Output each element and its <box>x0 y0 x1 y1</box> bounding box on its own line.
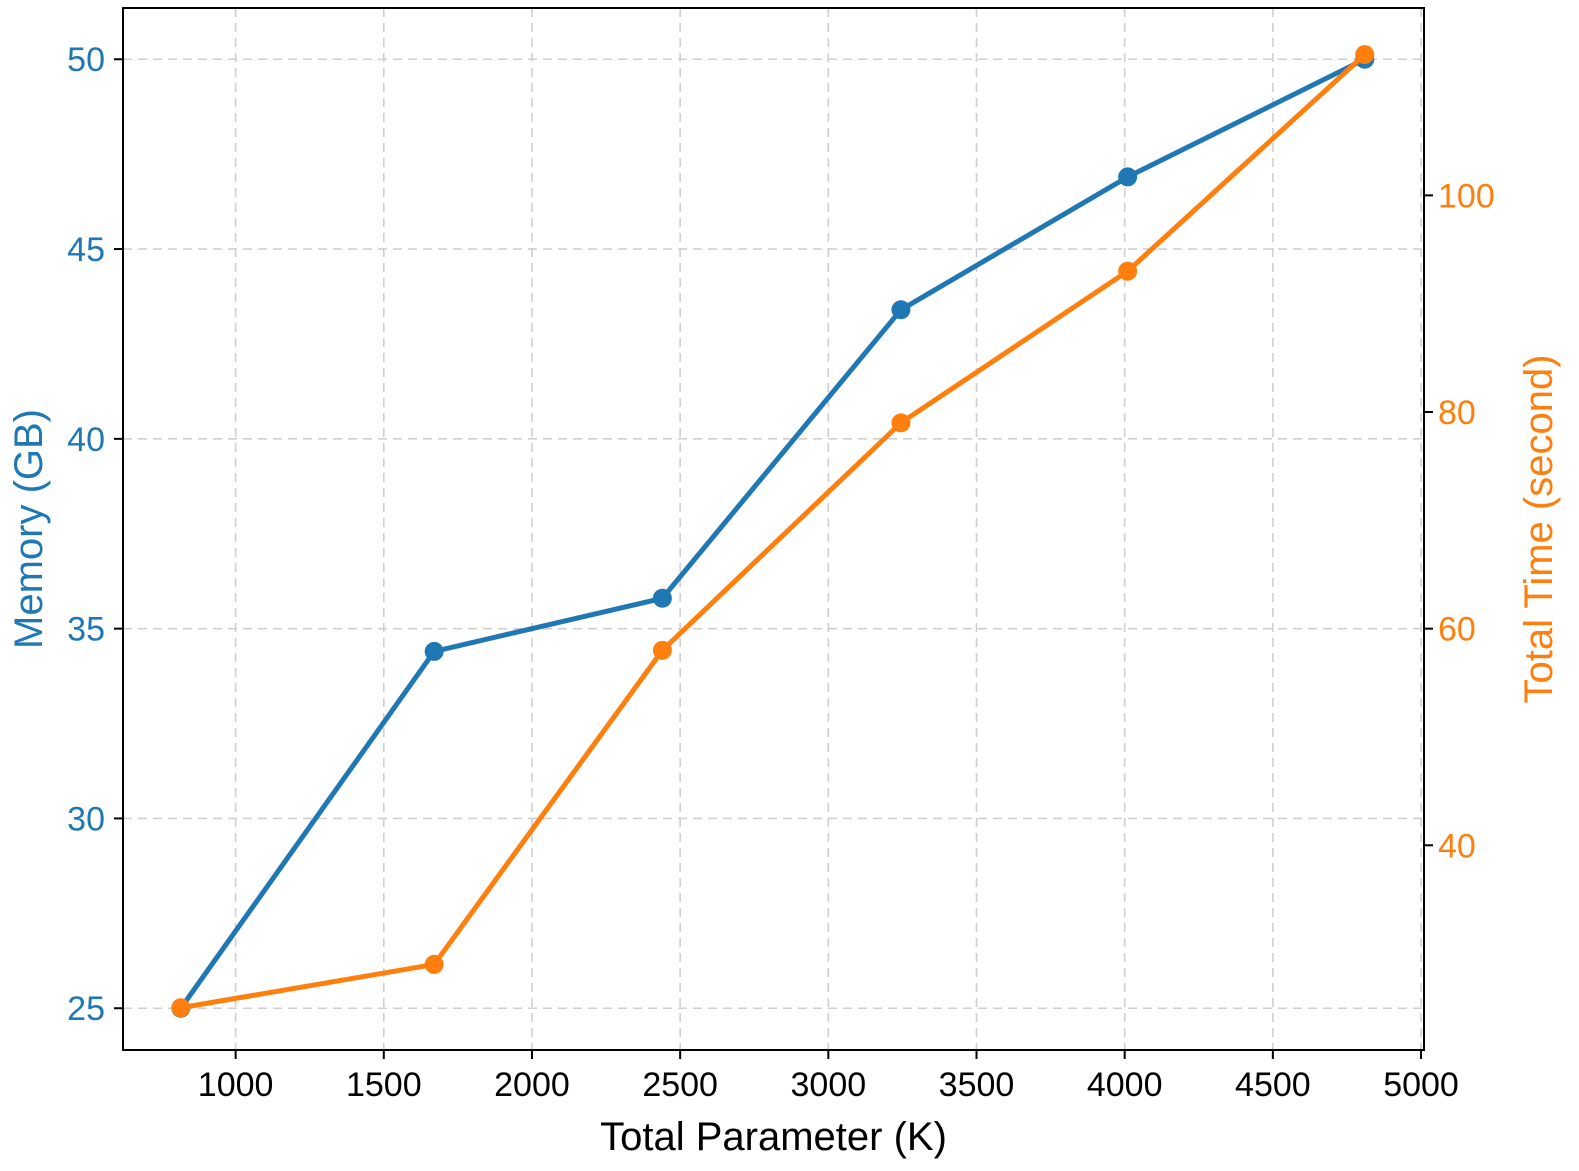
data-point <box>424 641 444 661</box>
y-left-tick-label: 50 <box>67 41 105 79</box>
y-right-tick-label: 40 <box>1438 827 1476 865</box>
y-axis-left-title: Memory (GB) <box>7 409 51 649</box>
x-tick-label: 1000 <box>198 1066 274 1104</box>
data-point <box>1118 167 1138 187</box>
y-left-tick-label: 30 <box>67 800 105 838</box>
y-right-tick-label: 60 <box>1438 611 1476 649</box>
series-total-time <box>171 45 1375 1018</box>
y-right-tick-label: 100 <box>1438 177 1495 215</box>
data-point <box>1118 261 1138 281</box>
x-tick-label: 4500 <box>1235 1066 1311 1104</box>
y-left-tick-label: 40 <box>67 421 105 459</box>
data-point <box>171 998 191 1018</box>
x-tick-label: 3000 <box>791 1066 867 1104</box>
data-point <box>891 413 911 433</box>
x-axis-title: Total Parameter (K) <box>600 1115 947 1159</box>
grid <box>123 8 1424 1050</box>
data-point <box>652 588 672 608</box>
x-tick-label: 3500 <box>939 1066 1015 1104</box>
x-tick-label: 5000 <box>1383 1066 1459 1104</box>
data-point <box>424 954 444 974</box>
series-line <box>180 52 1367 1011</box>
x-tick-label: 4000 <box>1087 1066 1163 1104</box>
series-line <box>178 57 1366 1010</box>
y-left-tick-label: 45 <box>67 231 105 269</box>
plot-frame <box>122 7 1425 1051</box>
data-point <box>1355 45 1375 65</box>
y-axis-right-title: Total Time (second) <box>1517 354 1561 703</box>
x-tick-label: 2500 <box>642 1066 718 1104</box>
x-tick-label: 2000 <box>494 1066 570 1104</box>
x-tick-label: 1500 <box>346 1066 422 1104</box>
x-axis: 1000 1500 2000 2500 3000 3500 4000 4500 5000 <box>198 1050 1459 1104</box>
y-axis-left: 25 30 35 40 45 50 <box>67 41 123 1028</box>
y-axis-right: 40 60 80 100 <box>1424 177 1495 865</box>
y-left-tick-label: 35 <box>67 611 105 649</box>
data-point <box>891 300 911 320</box>
y-left-tick-label: 25 <box>67 990 105 1028</box>
series-layer <box>171 45 1375 1018</box>
data-point <box>652 640 672 660</box>
y-right-tick-label: 80 <box>1438 394 1476 432</box>
series-memory <box>171 49 1375 1018</box>
